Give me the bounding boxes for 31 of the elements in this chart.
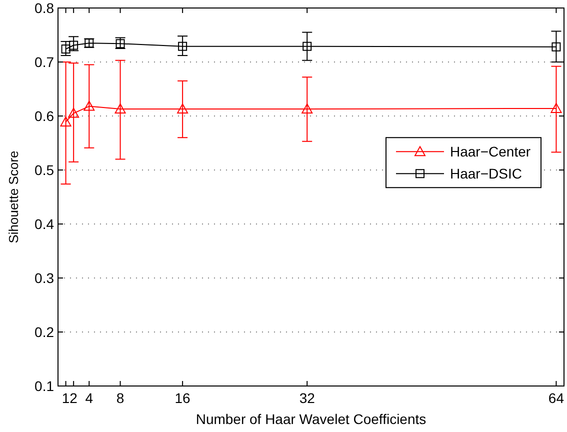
point xyxy=(61,44,70,54)
legend-label: Haar−Center xyxy=(450,144,531,160)
point xyxy=(60,116,72,126)
point xyxy=(302,42,312,51)
point xyxy=(84,100,95,111)
x-tick-label: 1 xyxy=(62,390,70,406)
x-tick-label: 4 xyxy=(85,390,94,406)
point xyxy=(68,108,80,118)
x-axis-title: Number of Haar Wavelet Coefficients xyxy=(196,411,426,427)
y-tick-label: 0.3 xyxy=(34,270,54,286)
x-tick-label: 16 xyxy=(174,390,191,406)
x-tick-label: 8 xyxy=(116,390,124,406)
y-tick-label: 0.1 xyxy=(34,378,54,394)
point xyxy=(178,42,188,51)
y-tick-label: 0.7 xyxy=(34,54,54,70)
legend-label: Haar−DSIC xyxy=(450,166,522,182)
x-tick-label: 32 xyxy=(299,390,316,406)
y-tick-label: 0.2 xyxy=(34,324,54,340)
y-axis-title: Sihouette Score xyxy=(6,150,21,244)
y-tick-label: 0.4 xyxy=(34,216,54,232)
x-tick-label: 64 xyxy=(548,390,564,406)
point xyxy=(69,40,78,50)
point xyxy=(114,103,126,114)
point xyxy=(550,102,562,113)
x-tick-label: 2 xyxy=(70,390,78,406)
point xyxy=(552,42,561,52)
point xyxy=(302,103,313,114)
point xyxy=(177,103,188,114)
y-tick-label: 0.8 xyxy=(34,0,54,16)
y-tick-label: 0.5 xyxy=(34,162,54,178)
y-tick-label: 0.6 xyxy=(34,108,54,124)
